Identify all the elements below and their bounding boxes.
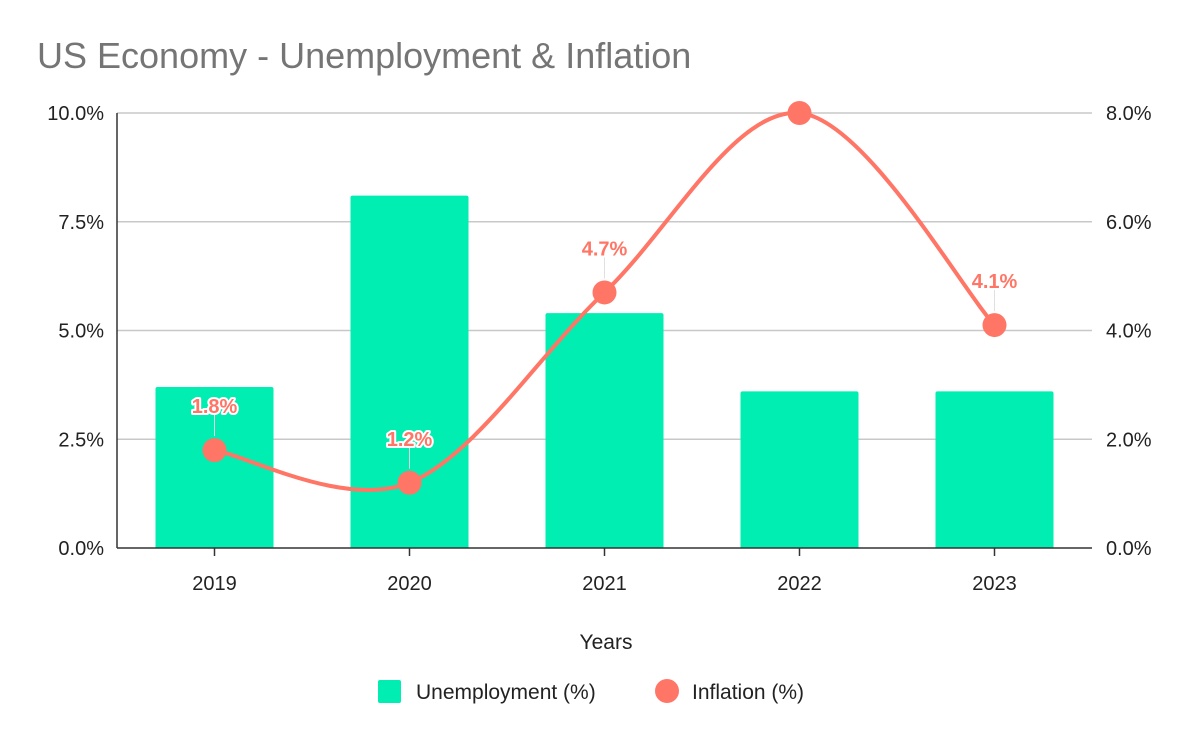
x-tick-label: 2021 [582, 573, 627, 595]
y-right-tick-label: 8.0% [1106, 103, 1152, 125]
y-right-tick-label: 6.0% [1106, 212, 1152, 234]
inflation-line [214, 110, 996, 492]
x-tick-label: 2020 [387, 573, 432, 595]
bar-2021 [545, 313, 664, 548]
y-left-tick-label: 5.0% [58, 321, 104, 343]
y-right-tick-label: 4.0% [1106, 321, 1152, 343]
data-label-2023: 4.1% [972, 271, 1018, 293]
line-inflation [202, 101, 1007, 495]
x-tick-label: 2023 [972, 573, 1017, 595]
x-tick-label: 2022 [777, 573, 822, 595]
y-right-tick-label: 0.0% [1106, 538, 1152, 560]
bar-2022 [740, 391, 859, 548]
bars-unemployment [155, 195, 1054, 548]
bar-2023 [935, 391, 1054, 548]
y-left-tick-label: 10.0% [47, 103, 104, 125]
inflation-point-2019 [202, 438, 227, 463]
inflation-point-2021 [592, 280, 617, 305]
inflation-point-2022 [787, 101, 812, 125]
data-label-2019: 1.8% [192, 396, 238, 418]
bar-2020 [350, 195, 469, 548]
x-axis: 2019 2020 2021 2022 2023 [192, 548, 1017, 595]
inflation-point-2023 [982, 313, 1007, 338]
y-right-tick-label: 2.0% [1106, 429, 1152, 451]
data-labels: 1.8% 1.2% 4.7% 4.1% [190, 236, 1020, 469]
data-label-2020: 1.2% [387, 429, 433, 451]
legend-swatch-inflation [655, 679, 679, 703]
data-label-2021: 4.7% [582, 238, 628, 260]
y-left-tick-label: 7.5% [58, 212, 104, 234]
x-tick-label: 2019 [192, 573, 237, 595]
chart-title: US Economy - Unemployment & Inflation [37, 35, 691, 76]
legend-label-inflation: Inflation (%) [692, 681, 804, 704]
x-axis-title: Years [580, 631, 633, 654]
y-left-tick-label: 2.5% [58, 429, 104, 451]
y-left-tick-label: 0.0% [58, 538, 104, 560]
y-axis-left: 0.0% 2.5% 5.0% 7.5% 10.0% [47, 103, 104, 560]
y-axis-right: 0.0% 2.0% 4.0% 6.0% 8.0% [1106, 103, 1152, 560]
inflation-point-2020 [397, 470, 422, 495]
bar-2019 [155, 387, 274, 548]
legend-swatch-unemployment [378, 680, 401, 703]
legend: Unemployment (%) Inflation (%) [378, 679, 804, 704]
legend-label-unemployment: Unemployment (%) [416, 681, 596, 704]
